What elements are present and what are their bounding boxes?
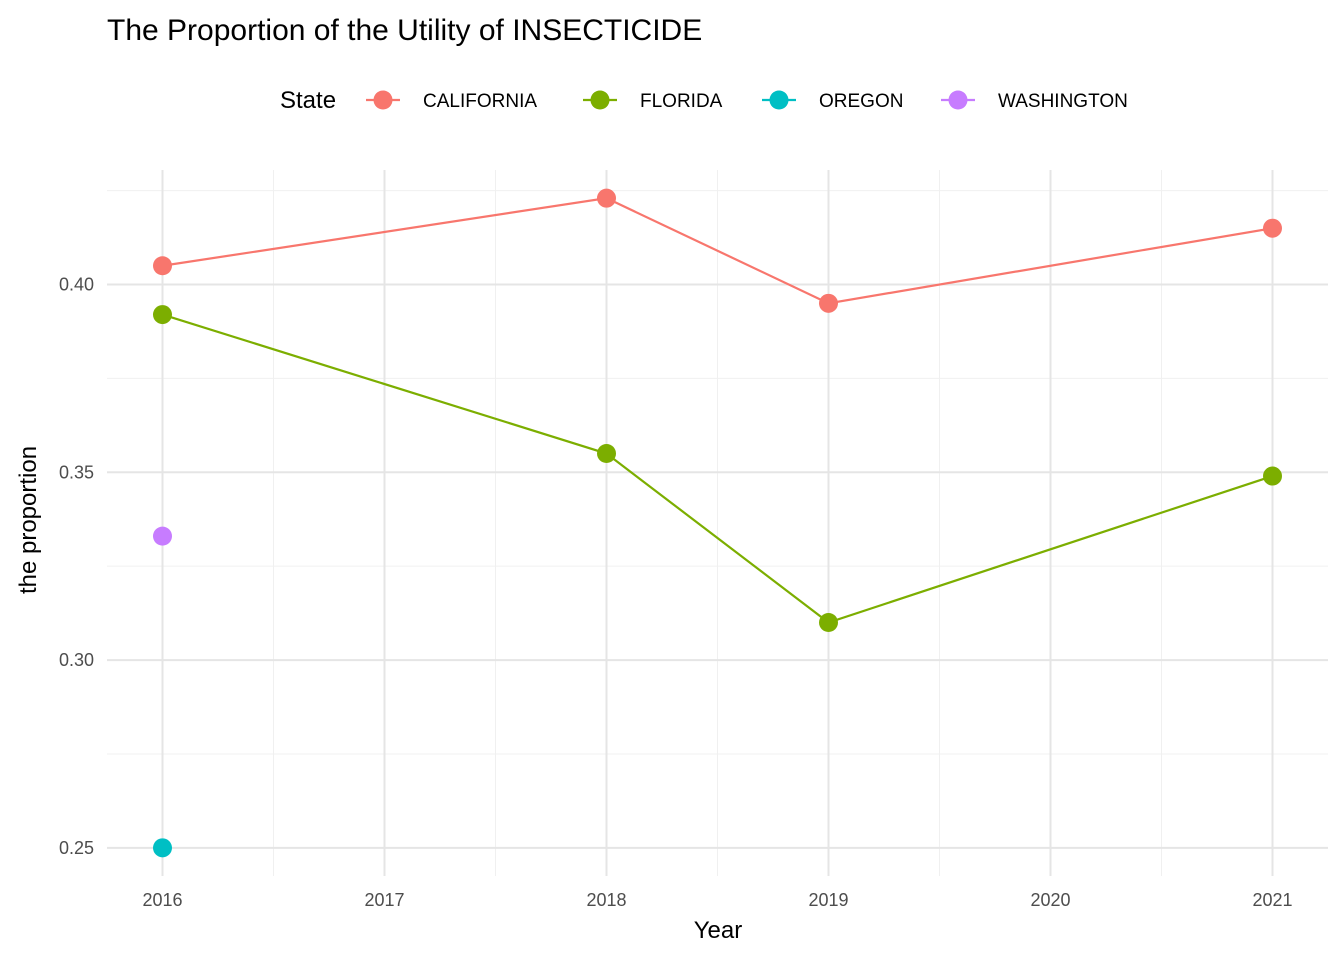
y-axis-ticks: 0.25 0.30 0.35 0.40 <box>59 275 94 858</box>
data-point-california <box>153 256 172 276</box>
x-axis-title: Year <box>694 917 743 944</box>
plot-area <box>107 170 1328 876</box>
data-point-florida <box>153 305 172 325</box>
chart-title: The Proportion of the Utility of INSECTI… <box>107 14 702 47</box>
series-lines <box>162 197 1273 624</box>
data-point-florida <box>1263 466 1282 486</box>
legend-title: State <box>280 87 336 114</box>
legend-key-point <box>948 90 968 110</box>
data-point-florida <box>819 613 838 633</box>
y-tick-label: 0.25 <box>59 838 94 858</box>
legend: State CALIFORNIA FLORIDA OREGON WASHINGTON <box>280 87 1128 114</box>
y-tick-label: 0.30 <box>59 650 94 670</box>
data-point-california <box>1263 218 1282 238</box>
legend-item-florida: FLORIDA <box>583 90 723 112</box>
legend-item-oregon: OREGON <box>762 90 903 112</box>
legend-label-oregon: OREGON <box>819 91 903 112</box>
y-tick-label: 0.35 <box>59 462 94 482</box>
data-point-california <box>819 293 838 313</box>
x-tick-label: 2020 <box>1030 890 1070 910</box>
x-tick-label: 2021 <box>1252 890 1292 910</box>
data-points <box>153 188 1282 858</box>
data-point-oregon <box>153 838 172 858</box>
x-axis-ticks: 2016 2017 2018 2019 2020 2021 <box>142 890 1292 910</box>
data-point-washington <box>153 526 172 546</box>
series-line-florida <box>162 313 1273 624</box>
x-tick-label: 2017 <box>364 890 404 910</box>
x-tick-label: 2018 <box>586 890 626 910</box>
data-point-florida <box>597 444 616 464</box>
legend-item-california: CALIFORNIA <box>366 90 537 112</box>
x-tick-label: 2019 <box>808 890 848 910</box>
legend-item-washington: WASHINGTON <box>941 90 1128 112</box>
y-axis-title: the proportion <box>15 446 42 594</box>
legend-key-point <box>373 90 393 110</box>
data-point-california <box>597 188 616 208</box>
series-line-california <box>162 197 1273 305</box>
legend-label-california: CALIFORNIA <box>423 91 537 112</box>
legend-label-washington: WASHINGTON <box>998 91 1128 112</box>
x-tick-label: 2016 <box>142 890 182 910</box>
grid <box>107 170 1328 876</box>
y-tick-label: 0.40 <box>59 275 94 295</box>
legend-key-point <box>590 90 610 110</box>
legend-key-point <box>769 90 789 110</box>
legend-label-florida: FLORIDA <box>640 91 723 112</box>
